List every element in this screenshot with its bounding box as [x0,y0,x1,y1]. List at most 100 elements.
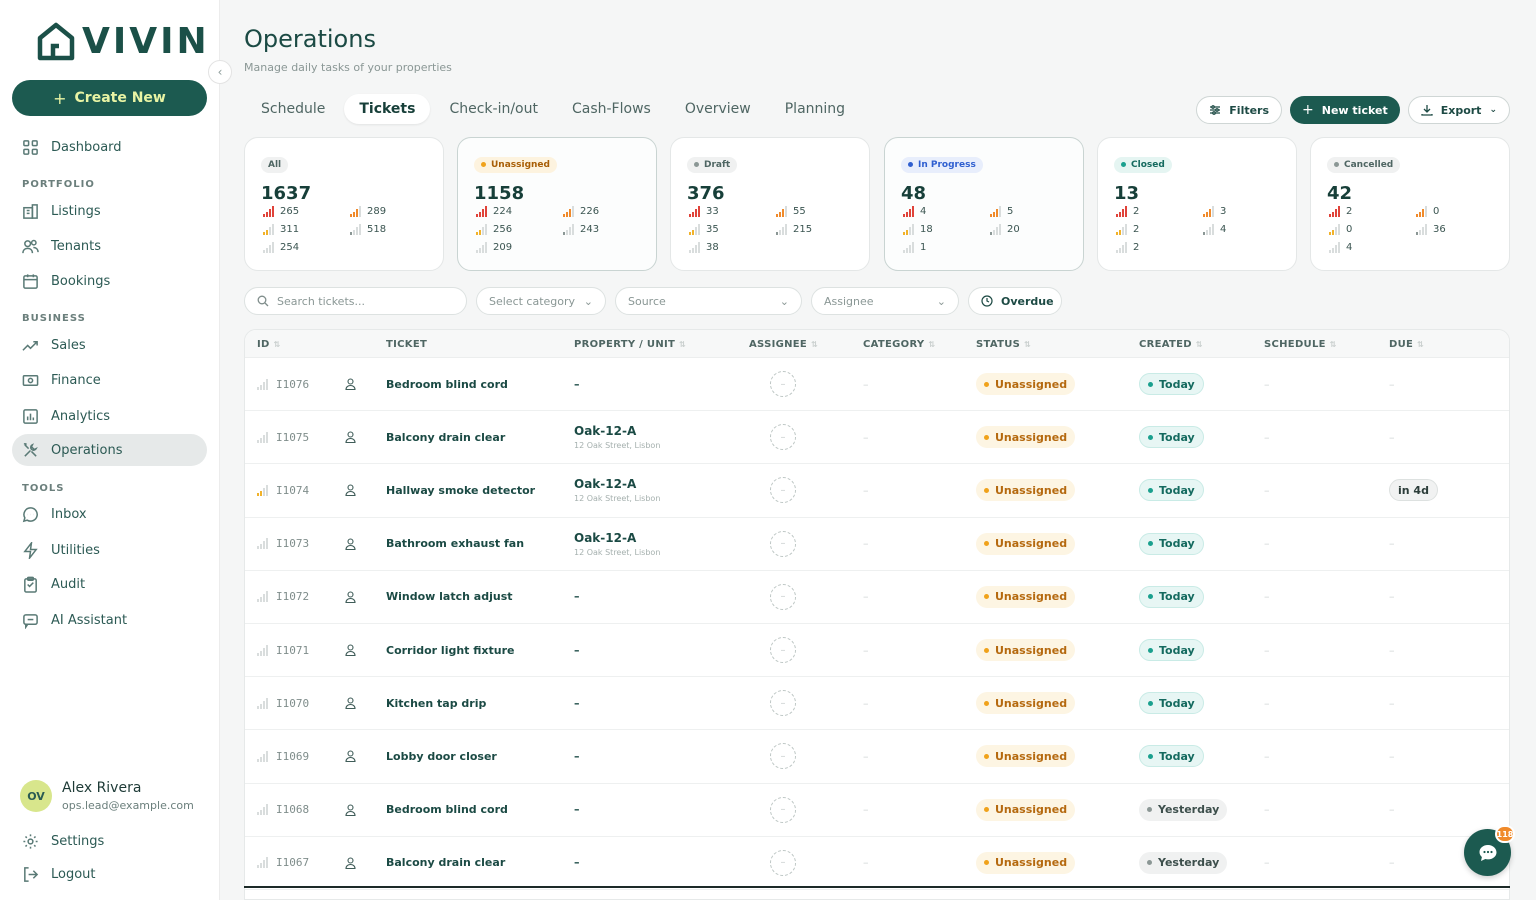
tab-overview[interactable]: Overview [684,101,751,117]
status-card-cancelled[interactable]: Cancelled 42 2 0 0 36 4 [1310,137,1510,271]
assign-user-icon[interactable] [345,358,356,410]
assign-user-icon[interactable] [345,571,356,623]
header-category[interactable]: CATEGORY ⇅ [863,330,935,358]
assignee-cell[interactable]: – [770,518,796,570]
sidebar-item-logout[interactable]: Logout [12,858,207,890]
ticket-title[interactable]: Bedroom blind cord [386,377,508,391]
sidebar-item-dashboard[interactable]: Dashboard [12,131,207,163]
sidebar-item-listings[interactable]: Listings [12,195,207,227]
status-cell[interactable]: Unassigned [976,464,1076,516]
tab-schedule[interactable]: Schedule [261,101,326,117]
ticket-title[interactable]: Lobby door closer [386,749,497,763]
sidebar-item-sales[interactable]: Sales [12,329,207,361]
assignee-cell[interactable]: – [770,411,796,463]
property-cell[interactable]: Oak-12-A 12 Oak Street, Lisbon [574,411,660,463]
ticket-title[interactable]: Balcony drain clear [386,856,506,870]
new-ticket-button[interactable]: + New ticket [1290,96,1400,124]
status-card-closed[interactable]: Closed 13 2 3 2 4 2 [1097,137,1297,271]
header-due[interactable]: DUE ⇅ [1389,330,1424,358]
ticket-title[interactable]: Window latch adjust [386,590,513,604]
tab-cash-flows[interactable]: Cash-Flows [571,101,651,117]
assignee-cell[interactable]: – [770,571,796,623]
assign-user-icon[interactable] [345,730,356,782]
assignee-cell[interactable]: – [770,624,796,676]
status-cell[interactable]: Unassigned [976,358,1076,410]
tab-tickets[interactable]: Tickets [344,94,431,124]
sidebar-item-bookings[interactable]: Bookings [12,265,207,297]
sidebar-item-tenants[interactable]: Tenants [12,230,207,262]
table-row[interactable]: I1076 Bedroom blind cord – – – Unassigned Toda… [245,358,1509,412]
status-cell[interactable]: Unassigned [976,518,1076,570]
app-logo[interactable]: VIVIN [36,22,210,62]
property-cell[interactable]: Oak-12-A 12 Oak Street, Lisbon [574,518,660,570]
status-card-all[interactable]: All 1637 265 289 311 518 254 [244,137,444,271]
sidebar-item-settings[interactable]: Settings [12,825,207,857]
table-row[interactable]: I1067 Balcony drain clear – – – Unassigned Yes… [245,837,1509,890]
ticket-title[interactable]: Kitchen tap drip [386,696,487,710]
table-row[interactable]: I1072 Window latch adjust – – – Unassigned Tod… [245,571,1509,624]
status-cell[interactable]: Unassigned [976,571,1076,623]
header-property[interactable]: PROPERTY / UNIT ⇅ [574,330,686,358]
grid-icon [23,139,38,155]
assignee-cell[interactable]: – [770,358,796,410]
sidebar-item-audit[interactable]: Audit [12,568,207,600]
create-new-button[interactable]: + Create New [12,80,207,116]
status-card-draft[interactable]: Draft 376 33 55 35 215 38 [670,137,870,271]
sidebar-item-utilities[interactable]: Utilities [12,534,207,566]
assign-user-icon[interactable] [345,837,356,889]
assign-user-icon[interactable] [345,624,356,676]
ticket-title[interactable]: Corridor light fixture [386,643,515,657]
assign-user-icon[interactable] [345,677,356,729]
sidebar-item-ai-assistant[interactable]: AI Assistant [12,604,207,636]
ticket-title[interactable]: Hallway smoke detector [386,483,536,497]
assignee-cell[interactable]: – [770,837,796,889]
status-cell[interactable]: Unassigned [976,624,1076,676]
tab-check-in-out[interactable]: Check-in/out [449,101,538,117]
assignee-cell[interactable]: – [770,730,796,782]
search-input[interactable]: Search tickets... [244,287,467,315]
sidebar-item-inbox[interactable]: Inbox [12,498,207,530]
header-status[interactable]: STATUS ⇅ [976,330,1031,358]
user-profile[interactable]: OV Alex Rivera ops.lead@example.com [20,780,194,812]
collapse-sidebar-button[interactable]: ‹ [208,60,232,84]
assignee-cell[interactable]: – [770,677,796,729]
property-cell[interactable]: Oak-12-A 12 Oak Street, Lisbon [574,464,660,516]
status-cell[interactable]: Unassigned [976,677,1076,729]
ticket-title[interactable]: Bathroom exhaust fan [386,537,525,551]
table-row[interactable]: I1075 Balcony drain clear Oak-12-A 12 Oak S… [245,411,1509,465]
header-id[interactable]: ID ⇅ [257,330,281,358]
assignee-cell[interactable]: – [770,464,796,516]
ticket-title[interactable]: Bedroom blind cord [386,803,508,817]
sidebar-item-analytics[interactable]: Analytics [12,400,207,432]
status-cell[interactable]: Unassigned [976,837,1076,889]
assign-user-icon[interactable] [345,518,356,570]
overdue-toggle[interactable]: Overdue [968,287,1062,315]
tab-planning[interactable]: Planning [784,101,846,117]
sidebar-item-operations[interactable]: Operations [12,434,207,466]
table-row[interactable]: I1073 Bathroom exhaust fan Oak-12-A 12 Oak … [245,518,1509,571]
category-select[interactable]: Select category ⌄ [476,287,606,315]
export-button[interactable]: Export ⌄ [1407,96,1510,124]
table-row[interactable]: I1074 Hallway smoke detector Oak-12-A 12 Oa… [245,464,1509,518]
filters-button[interactable]: Filters [1196,96,1283,124]
table-row[interactable]: I1068 Bedroom blind cord – – – Unassigned Yest… [245,784,1509,837]
status-cell[interactable]: Unassigned [976,411,1076,463]
assignee-select[interactable]: Assignee ⌄ [811,287,959,315]
assign-user-icon[interactable] [345,411,356,463]
status-cell[interactable]: Unassigned [976,730,1076,782]
assignee-cell[interactable]: – [770,784,796,836]
status-cell[interactable]: Unassigned [976,784,1076,836]
header-schedule[interactable]: SCHEDULE ⇅ [1264,330,1337,358]
assign-user-icon[interactable] [345,464,356,516]
table-row[interactable]: I1070 Kitchen tap drip – – – Unassigned Today –… [245,677,1509,731]
header-created[interactable]: CREATED ⇅ [1139,330,1203,358]
ticket-title[interactable]: Balcony drain clear [386,430,506,444]
assign-user-icon[interactable] [345,784,356,836]
status-card-unassigned[interactable]: Unassigned 1158 224 226 256 243 209 [457,137,657,271]
source-select[interactable]: Source ⌄ [615,287,802,315]
header-assignee[interactable]: ASSIGNEE ⇅ [749,330,818,358]
table-row[interactable]: I1069 Lobby door closer – – – Unassigned Today… [245,730,1509,784]
table-row[interactable]: I1071 Corridor light fixture – – – Unassigned… [245,624,1509,678]
sidebar-item-finance[interactable]: Finance [12,364,207,396]
status-card-in-progress[interactable]: In Progress 48 4 5 18 20 1 [884,137,1084,271]
